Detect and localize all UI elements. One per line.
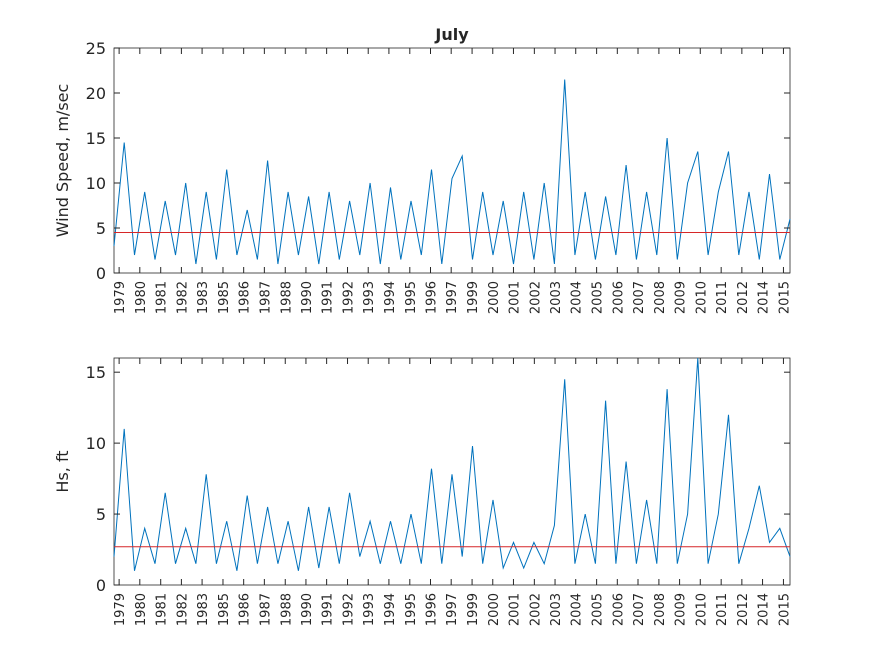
x-tick-label: 2015 [777,281,792,314]
x-tick-label: 2005 [591,281,606,314]
x-tick-label: 1985 [217,593,232,626]
y-axis-label: Hs, ft [53,450,72,492]
x-tick-label: 2014 [757,281,772,314]
x-tick-label: 1980 [134,281,149,314]
x-tick-label: 1987 [258,593,273,626]
y-tick-label: 0 [96,576,106,595]
x-tick-label: 1979 [113,281,128,314]
y-tick-label: 25 [86,39,106,58]
x-tick-label: 1983 [196,281,211,314]
x-tick-label: 2008 [653,281,668,314]
x-tick-label: 2004 [570,593,585,626]
x-tick-label: 1994 [383,281,398,314]
x-tick-label: 2009 [674,593,689,626]
x-tick-label: 1981 [155,281,170,314]
x-tick-label: 1995 [404,593,419,626]
y-tick-label: 10 [86,434,106,453]
x-tick-label: 1979 [113,593,128,626]
x-tick-label: 1982 [175,593,190,626]
x-tick-label: 2003 [549,593,564,626]
x-tick-label: 1991 [321,281,336,314]
x-tick-label: 2007 [632,281,647,314]
y-tick-label: 5 [96,219,106,238]
data-line [113,357,791,571]
x-tick-label: 1991 [321,593,336,626]
data-line [113,79,791,265]
x-tick-label: 1992 [342,593,357,626]
x-tick-label: 1994 [383,593,398,626]
y-tick-label: 10 [86,174,106,193]
x-tick-label: 2012 [736,593,751,626]
x-tick-label: 2001 [507,281,522,314]
x-tick-label: 2005 [591,593,606,626]
x-tick-label: 2011 [715,281,730,314]
x-tick-label: 2006 [611,593,626,626]
x-tick-label: 2001 [507,593,522,626]
x-tick-label: 1993 [362,593,377,626]
x-tick-label: 2010 [694,593,709,626]
y-tick-label: 15 [86,363,106,382]
x-tick-label: 2000 [487,281,502,314]
x-tick-label: 2008 [653,593,668,626]
x-tick-label: 2009 [674,281,689,314]
x-tick-label: 2007 [632,593,647,626]
y-axis-label: Wind Speed, m/sec [53,84,72,238]
x-tick-label: 1987 [258,281,273,314]
x-tick-label: 2004 [570,281,585,314]
x-tick-label: 1988 [279,593,294,626]
x-tick-label: 2012 [736,281,751,314]
x-tick-label: 1986 [238,593,253,626]
x-tick-label: 1986 [238,281,253,314]
x-tick-label: 1996 [424,593,439,626]
x-tick-label: 2002 [528,281,543,314]
x-tick-label: 1999 [466,281,481,314]
x-tick-label: 2000 [487,593,502,626]
x-tick-label: 2014 [757,593,772,626]
y-tick-label: 0 [96,264,106,283]
x-tick-label: 1980 [134,593,149,626]
x-tick-label: 1992 [342,281,357,314]
y-tick-label: 20 [86,84,106,103]
x-tick-label: 1990 [300,593,315,626]
x-tick-label: 1999 [466,593,481,626]
x-tick-label: 1981 [155,593,170,626]
x-tick-label: 1990 [300,281,315,314]
y-tick-label: 15 [86,129,106,148]
x-tick-label: 1983 [196,593,211,626]
x-tick-label: 2003 [549,281,564,314]
x-tick-label: 1997 [445,593,460,626]
x-tick-label: 1995 [404,281,419,314]
x-tick-label: 2010 [694,281,709,314]
y-tick-label: 5 [96,505,106,524]
x-tick-label: 1985 [217,281,232,314]
plot-area [113,47,791,274]
x-tick-label: 1993 [362,281,377,314]
x-tick-label: 1982 [175,281,190,314]
x-tick-label: 2015 [777,593,792,626]
x-tick-label: 1996 [424,281,439,314]
x-tick-label: 1988 [279,281,294,314]
x-tick-label: 2006 [611,281,626,314]
chart-title: July [434,25,469,44]
x-tick-label: 2011 [715,593,730,626]
x-tick-label: 1997 [445,281,460,314]
x-tick-label: 2002 [528,593,543,626]
